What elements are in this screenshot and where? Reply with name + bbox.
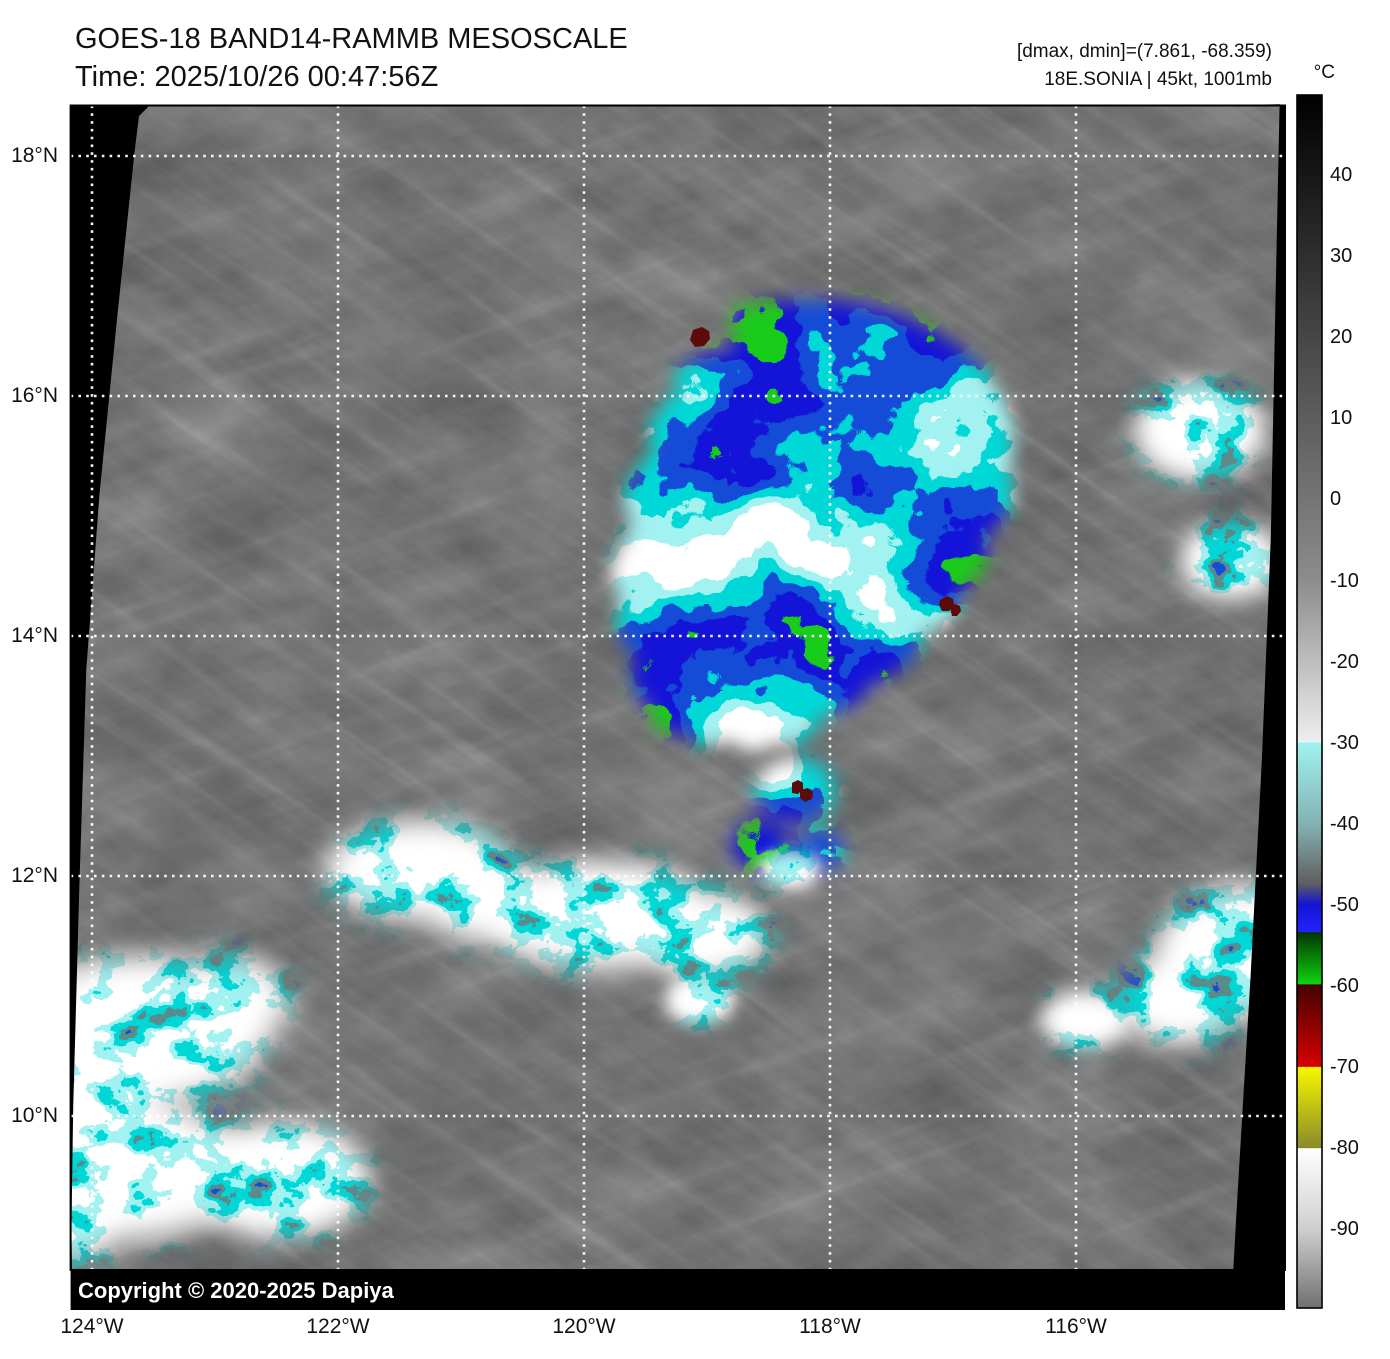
svg-text:122°W: 122°W [306, 1315, 369, 1338]
svg-text:-30: -30 [1330, 732, 1359, 754]
svg-text:116°W: 116°W [1045, 1315, 1107, 1338]
svg-text:30: 30 [1330, 245, 1352, 267]
svg-text:-60: -60 [1330, 975, 1359, 997]
svg-text:16°N: 16°N [11, 384, 58, 407]
svg-text:-70: -70 [1330, 1056, 1359, 1078]
svg-text:12°N: 12°N [11, 864, 58, 887]
svg-text:-40: -40 [1330, 813, 1359, 835]
svg-text:0: 0 [1330, 488, 1341, 510]
svg-text:10°N: 10°N [11, 1104, 58, 1127]
svg-text:18°N: 18°N [11, 144, 58, 167]
svg-text:118°W: 118°W [799, 1315, 861, 1338]
svg-text:10: 10 [1330, 407, 1352, 429]
svg-text:-10: -10 [1330, 570, 1359, 592]
svg-text:20: 20 [1330, 326, 1352, 348]
svg-text:-20: -20 [1330, 651, 1359, 673]
svg-text:40: 40 [1330, 164, 1352, 186]
svg-text:14°N: 14°N [11, 624, 58, 647]
svg-text:-50: -50 [1330, 894, 1359, 916]
svg-text:-90: -90 [1330, 1218, 1359, 1240]
svg-text:124°W: 124°W [60, 1315, 123, 1338]
svg-text:-80: -80 [1330, 1137, 1359, 1159]
svg-text:Copyright © 2020-2025 Dapiya: Copyright © 2020-2025 Dapiya [78, 1278, 395, 1303]
svg-text:120°W: 120°W [552, 1315, 615, 1338]
